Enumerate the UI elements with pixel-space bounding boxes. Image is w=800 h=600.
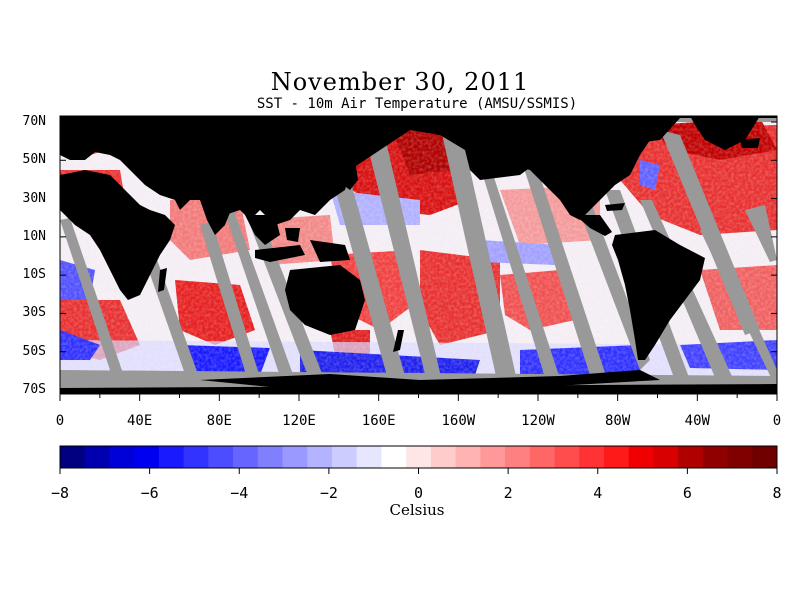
colorbar-swatch [381,446,407,468]
colorbar-swatch [356,446,382,468]
colorbar-swatch [134,446,160,468]
colorbar-swatch [331,446,358,468]
colorbar-swatch [554,446,580,468]
colorbar-ticks [59,468,778,474]
colorbar-swatch [183,446,209,468]
colorbar-swatch [455,446,481,468]
colorbar-swatch [406,446,432,468]
lon-label-3: 120E [282,413,316,429]
lon-label-0: 0 [55,413,65,429]
colorbar-swatch [752,446,778,468]
colorbar-tick-label: 4 [593,484,603,502]
colorbar-swatch [208,446,234,468]
colorbar-swatch [653,446,679,468]
lat-label-30n: 30N [22,190,46,206]
lon-ticks [59,394,778,401]
lat-label-10s: 10S [22,267,46,283]
lat-label-50n: 50N [22,152,46,168]
lat-label-30s: 30S [22,305,46,321]
colorbar-tick-label: −2 [319,484,338,502]
colorbar-tick-label: 6 [682,484,692,502]
colorbar-tick-label: 0 [413,484,424,502]
colorbar-tick-label: −8 [50,484,70,502]
colorbar-swatch [628,446,654,468]
colorbar-swatch [529,446,555,468]
lat-ticks [60,121,777,391]
lon-label-5: 160W [441,413,476,429]
lon-label-2: 80E [206,413,232,429]
colorbar-swatch [257,446,284,468]
colorbar-tick-label: 2 [503,484,513,502]
colorbar-swatch [579,446,605,468]
colorbar-swatch [282,446,308,468]
colorbar-swatch [727,446,753,468]
lon-label-7: 80W [605,413,631,429]
lat-label-70s: 70S [22,382,46,397]
map-subtitle: SST - 10m Air Temperature (AMSU/SSMIS) [256,96,578,112]
colorbar [60,446,778,468]
colorbar-swatch [109,446,135,468]
colorbar-swatch [60,446,86,468]
lon-label-9: 0 [772,413,782,429]
lon-label-6: 120W [521,413,555,429]
colorbar-unit-label: Celsius [389,501,445,519]
colorbar-tick-label: 8 [772,484,782,502]
map-plot-area [60,116,777,394]
lat-label-50s: 50S [22,343,46,359]
colorbar-swatch [702,446,729,468]
colorbar-swatch [480,446,506,468]
colorbar-swatch [307,446,333,468]
colorbar-tick-label: −4 [230,484,249,502]
colorbar-swatch [84,446,110,468]
lon-label-4: 160E [361,413,396,429]
colorbar-tick-label: −6 [140,484,159,502]
lat-label-70n: 70N [22,114,46,129]
colorbar-swatch [505,446,531,468]
map-title: November 30, 2011 [270,68,530,96]
colorbar-swatch [158,446,185,468]
land-masses [60,116,777,394]
colorbar-swatch [603,446,630,468]
lon-label-8: 40W [684,413,710,429]
colorbar-swatch [430,446,457,468]
colorbar-swatch [678,446,704,468]
colorbar-swatch [233,446,259,468]
lat-label-10n: 10N [22,228,46,244]
lon-label-1: 40E [127,413,153,429]
